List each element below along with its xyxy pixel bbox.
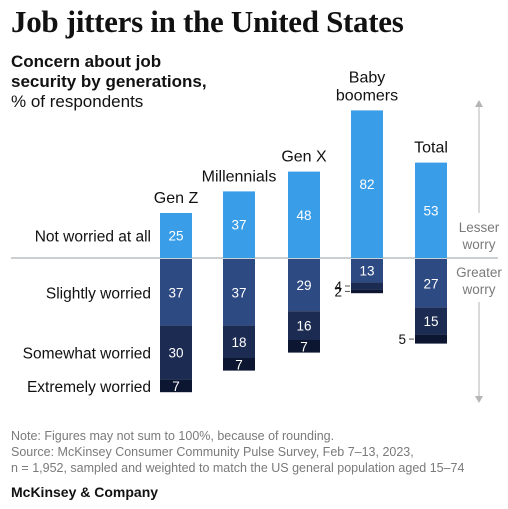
value-label: 37 — [231, 218, 246, 233]
bar-extremely-worried-total — [415, 334, 447, 344]
bar-not-worried-at-all-millennials — [223, 191, 255, 258]
row-label-extremely-worried: Extremely worried — [27, 379, 151, 396]
source-line-2: n = 1,952, sampled and weighted to match… — [11, 461, 465, 475]
bar-slightly-worried-total — [415, 259, 447, 308]
bar-extremely-worried-gen-z — [160, 379, 192, 393]
down-arrow-icon — [475, 396, 483, 403]
category-label-millennials: Millennials — [202, 168, 277, 185]
bar-extremely-worried-baby-boomers — [351, 289, 383, 294]
brand-logo: McKinsey & Company — [11, 484, 159, 500]
value-label: 29 — [296, 278, 311, 293]
value-label: 4 — [334, 279, 342, 294]
value-label: 82 — [359, 177, 374, 192]
greater-worry-label: Greater — [456, 265, 502, 280]
bar-not-worried-at-all-baby-boomers — [351, 110, 383, 259]
value-label: 13 — [359, 264, 374, 279]
lesser-worry-label: Lesser — [459, 220, 500, 235]
category-label-total: Total — [414, 140, 448, 157]
bar-not-worried-at-all-total — [415, 162, 447, 258]
category-label-gen-z: Gen Z — [154, 190, 199, 207]
bar-not-worried-at-all-gen-z — [160, 213, 192, 258]
row-label-not-worried-at-all: Not worried at all — [35, 229, 151, 246]
value-label: 27 — [423, 276, 438, 291]
bar-slightly-worried-baby-boomers — [351, 259, 383, 283]
value-label: 16 — [296, 319, 311, 334]
bar-slightly-worried-millennials — [223, 259, 255, 326]
up-arrow-icon — [475, 100, 483, 107]
bar-somewhat-worried-millennials — [223, 325, 255, 358]
bar-not-worried-at-all-gen-x — [288, 171, 320, 258]
value-label: 7 — [235, 357, 243, 372]
value-label: 37 — [231, 285, 246, 300]
lesser-worry-label: worry — [462, 237, 496, 252]
value-label: 7 — [300, 339, 308, 354]
footnote: Note: Figures may not sum to 100%, becau… — [11, 428, 464, 476]
category-label-gen-x: Gen X — [281, 149, 327, 166]
subtitle-bold: Concern about job security by generation… — [11, 52, 207, 91]
subtitle-unit: % of respondents — [11, 92, 144, 111]
value-label: 30 — [168, 346, 183, 361]
value-label: 48 — [296, 208, 311, 223]
bar-somewhat-worried-baby-boomers — [351, 282, 383, 290]
source-line-1: Source: McKinsey Consumer Community Puls… — [11, 445, 414, 459]
category-label-baby-boomers: boomers — [336, 87, 398, 104]
note-text: Note: Figures may not sum to 100%, becau… — [11, 429, 335, 443]
chart-subtitle: Concern about job security by generation… — [11, 52, 211, 112]
value-label: 53 — [423, 203, 438, 218]
category-label-baby-boomers: Baby — [349, 69, 385, 86]
row-label-somewhat-worried: Somewhat worried — [23, 346, 151, 363]
bar-slightly-worried-gen-z — [160, 259, 192, 326]
value-label: 2 — [334, 284, 342, 299]
bar-somewhat-worried-gen-x — [288, 311, 320, 340]
greater-worry-label: worry — [462, 282, 496, 297]
bar-extremely-worried-millennials — [223, 358, 255, 371]
bar-somewhat-worried-gen-z — [160, 325, 192, 380]
value-label: 37 — [168, 285, 183, 300]
bar-somewhat-worried-total — [415, 307, 447, 335]
value-label: 15 — [423, 314, 438, 329]
bar-slightly-worried-gen-x — [288, 259, 320, 312]
row-label-slightly-worried: Slightly worried — [46, 285, 151, 302]
value-label: 25 — [168, 229, 183, 244]
value-label: 5 — [398, 332, 406, 347]
value-label: 18 — [231, 335, 246, 350]
chart-title: Job jitters in the United States — [11, 4, 404, 39]
bar-extremely-worried-gen-x — [288, 340, 320, 353]
value-label: 7 — [172, 379, 180, 394]
